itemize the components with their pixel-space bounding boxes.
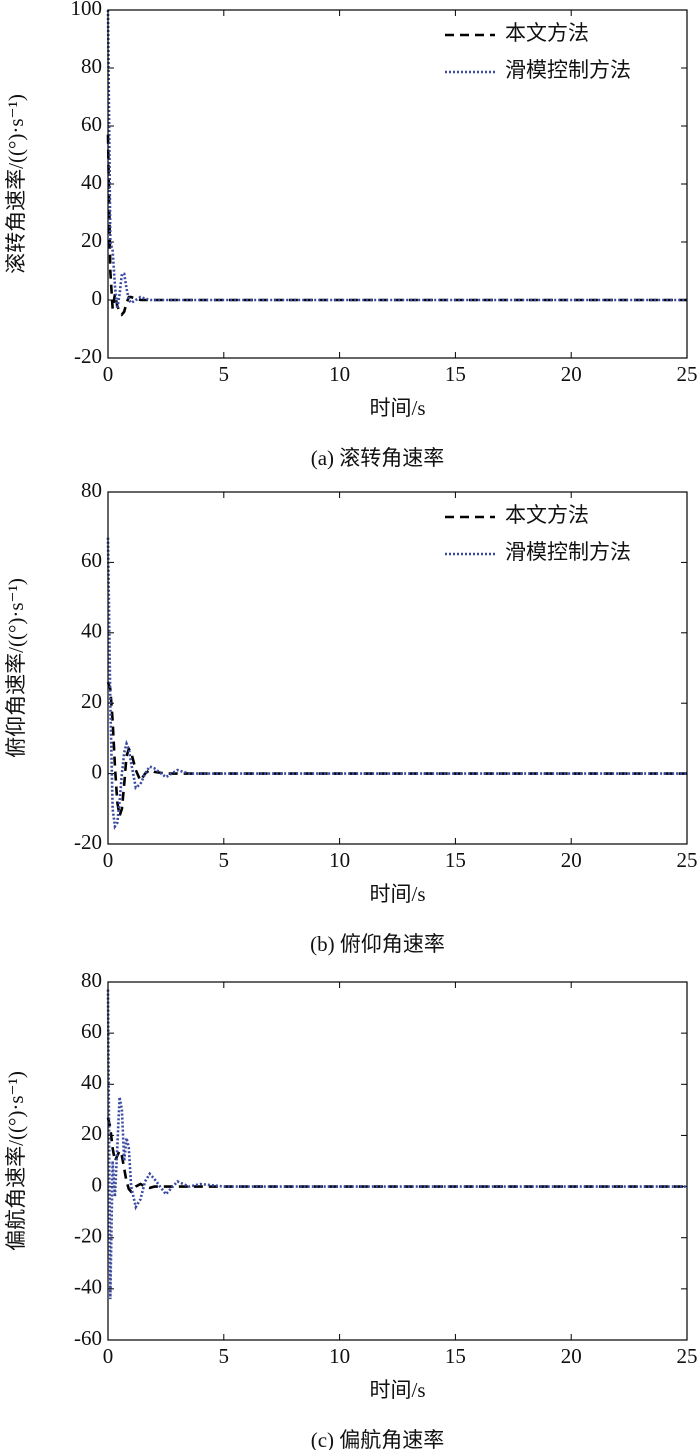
x-tick-label: 25 — [677, 848, 698, 872]
legend-label: 本文方法 — [505, 21, 589, 45]
y-tick-label: 20 — [81, 228, 102, 252]
y-tick-label: -60 — [74, 1326, 102, 1350]
series-line — [106, 989, 687, 1300]
y-tick-label: -20 — [74, 344, 102, 368]
y-axis-label: 偏航角速率/((°)·s⁻¹) — [4, 1071, 28, 1251]
y-tick-label: -20 — [74, 1224, 102, 1248]
x-tick-label: 25 — [677, 1344, 698, 1368]
y-tick-label: -20 — [74, 830, 102, 854]
y-tick-label: 40 — [81, 1070, 102, 1094]
y-tick-label: -40 — [74, 1275, 102, 1299]
series-line — [106, 134, 687, 317]
y-axis-label: 滚转角速率/((°)·s⁻¹) — [4, 94, 28, 274]
series-line — [106, 537, 687, 831]
legend-label: 本文方法 — [505, 503, 589, 527]
series-line — [106, 1117, 687, 1194]
x-tick-label: 20 — [561, 1344, 582, 1368]
y-tick-label: 60 — [81, 548, 102, 572]
series-line — [106, 9, 687, 309]
y-tick-label: 0 — [92, 1172, 103, 1196]
x-tick-label: 20 — [561, 362, 582, 386]
y-tick-label: 60 — [81, 1019, 102, 1043]
x-tick-label: 5 — [219, 1344, 230, 1368]
x-tick-label: 5 — [219, 848, 230, 872]
x-tick-label: 20 — [561, 848, 582, 872]
plot-frame — [107, 981, 688, 1341]
series-line — [106, 681, 687, 817]
y-tick-label: 40 — [81, 170, 102, 194]
x-tick-label: 15 — [445, 848, 466, 872]
y-tick-label: 20 — [81, 689, 102, 713]
y-tick-label: 40 — [81, 619, 102, 643]
x-tick-label: 15 — [445, 1344, 466, 1368]
y-tick-label: 60 — [81, 112, 102, 136]
x-tick-label: 0 — [103, 1344, 114, 1368]
x-axis-label: 时间/s — [369, 1378, 425, 1402]
y-axis-label: 俯仰角速率/((°)·s⁻¹) — [4, 578, 28, 758]
y-tick-label: 80 — [81, 478, 102, 502]
y-tick-label: 80 — [81, 968, 102, 992]
x-tick-label: 5 — [219, 362, 230, 386]
legend-label: 滑模控制方法 — [505, 540, 631, 564]
x-tick-label: 10 — [329, 1344, 350, 1368]
y-tick-label: 80 — [81, 54, 102, 78]
x-tick-label: 25 — [677, 362, 698, 386]
x-tick-label: 0 — [103, 362, 114, 386]
y-tick-label: 100 — [71, 0, 103, 20]
plot-frame — [107, 9, 688, 359]
caption: (b) 俯仰角速率 — [310, 932, 445, 956]
plot-frame — [107, 491, 688, 845]
y-tick-label: 0 — [92, 759, 103, 783]
x-tick-label: 10 — [329, 362, 350, 386]
legend-label: 滑模控制方法 — [505, 58, 631, 82]
x-tick-label: 10 — [329, 848, 350, 872]
x-axis-label: 时间/s — [369, 882, 425, 906]
y-tick-label: 0 — [92, 286, 103, 310]
x-tick-label: 0 — [103, 848, 114, 872]
caption: (a) 滚转角速率 — [311, 446, 445, 470]
y-tick-label: 20 — [81, 1121, 102, 1145]
caption: (c) 偏航角速率 — [311, 1428, 445, 1450]
x-axis-label: 时间/s — [369, 396, 425, 420]
x-tick-label: 15 — [445, 362, 466, 386]
